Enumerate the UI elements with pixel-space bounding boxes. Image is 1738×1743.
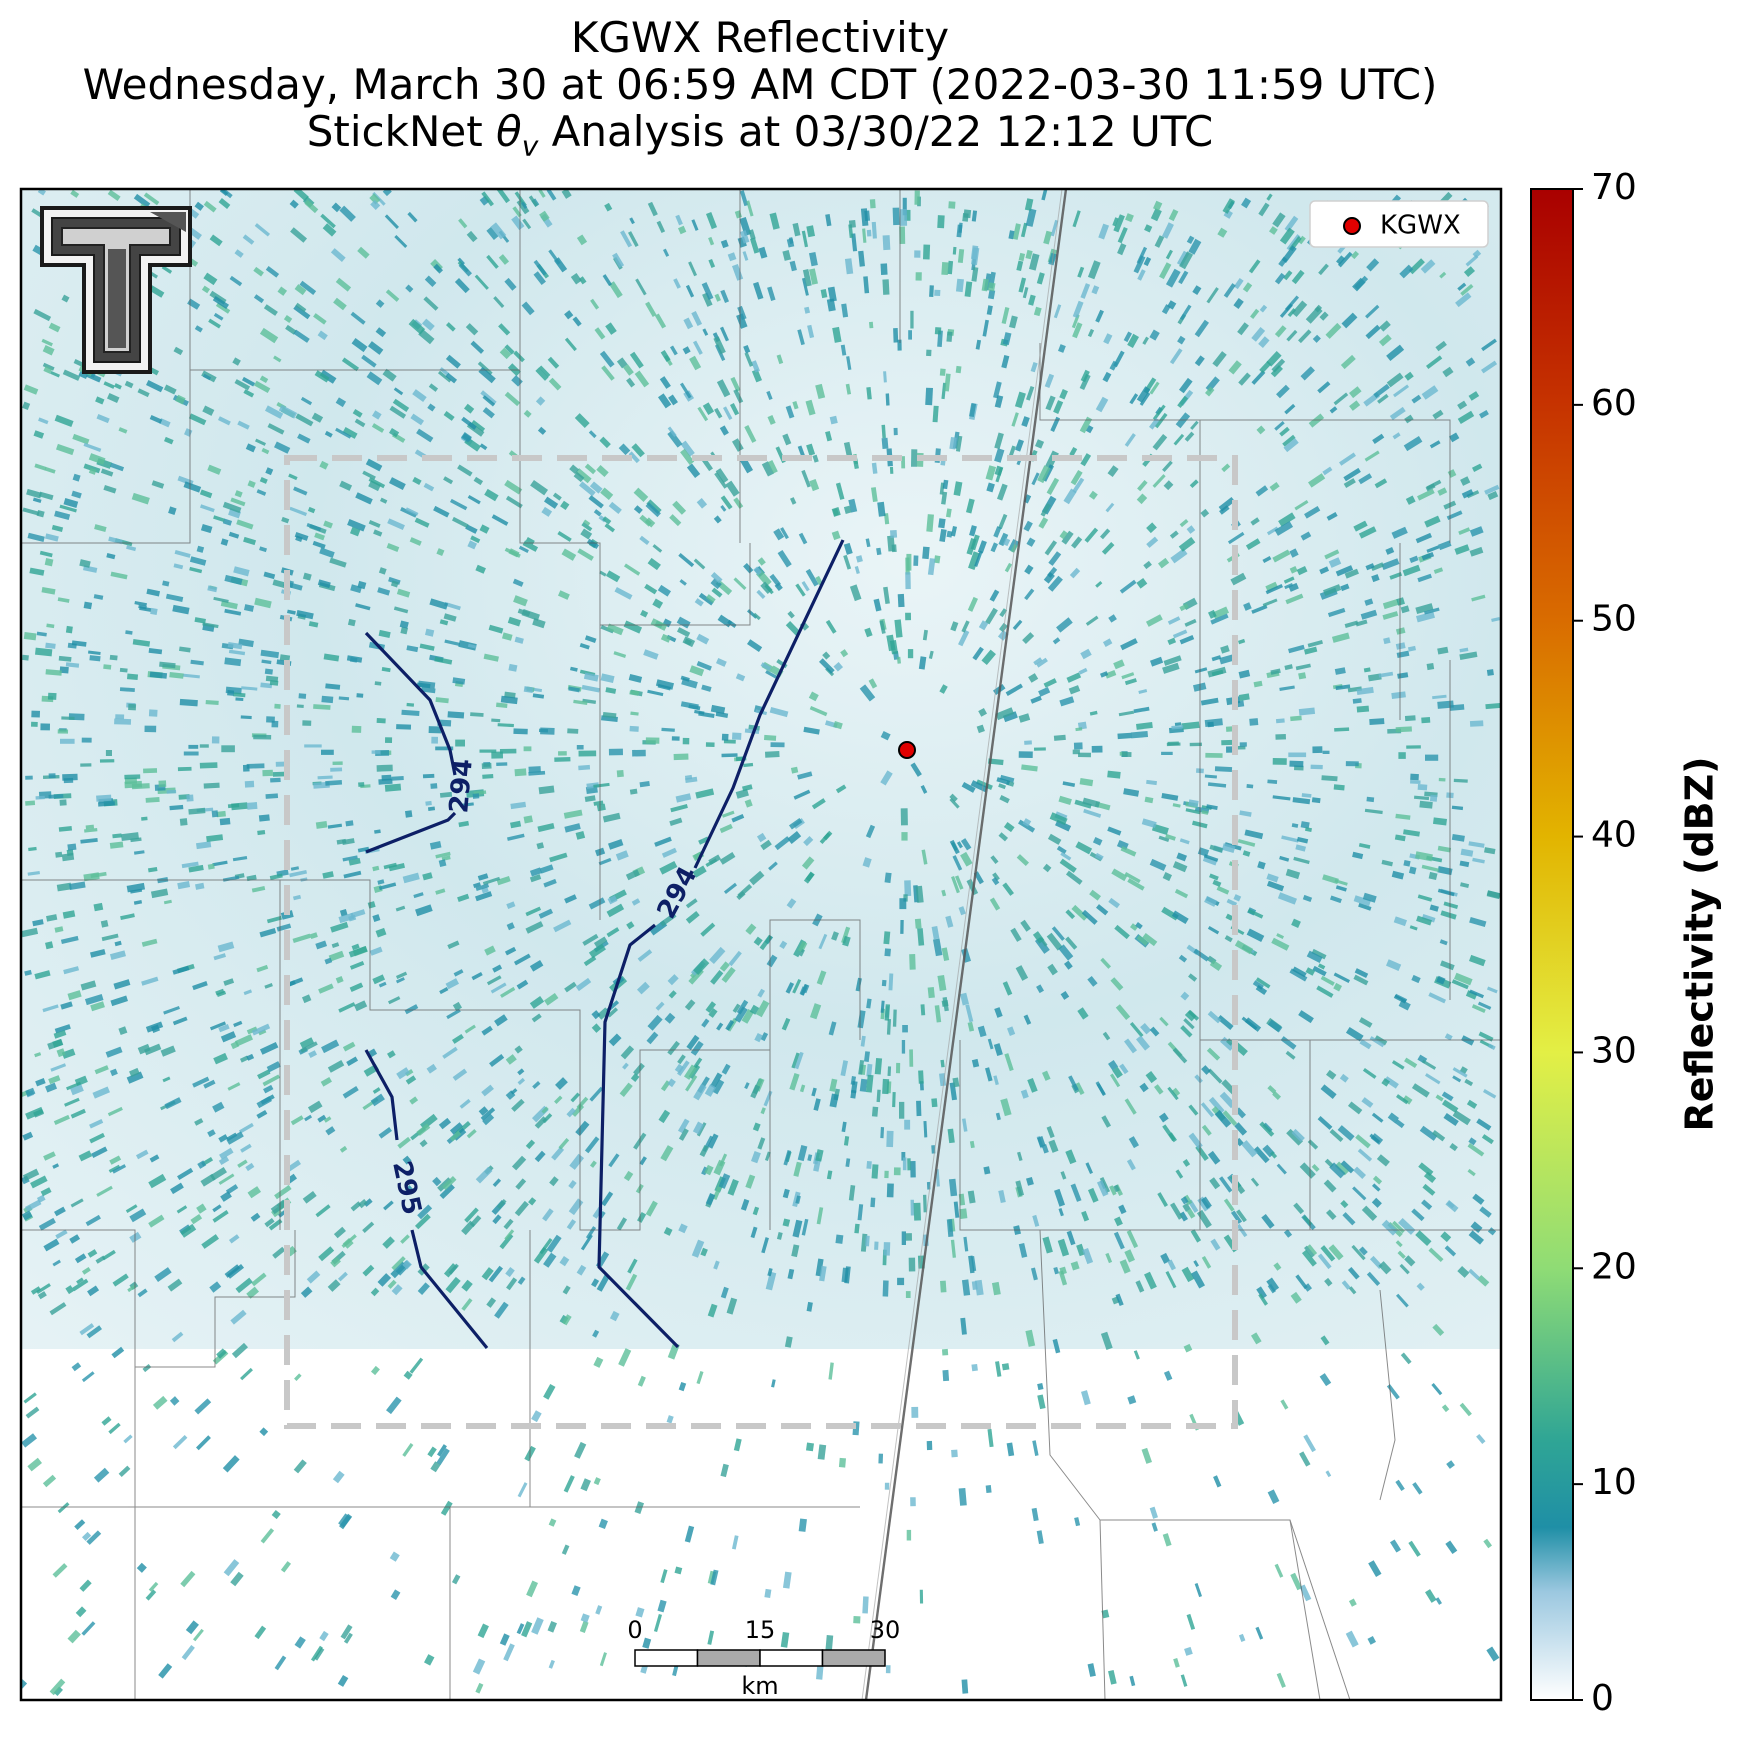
scale-unit: km <box>741 1672 778 1700</box>
county-boundaries <box>21 190 1501 1700</box>
analysis-domain-box <box>284 455 1238 1429</box>
scale-label-30: 30 <box>870 1616 901 1644</box>
scale-label-0: 0 <box>627 1616 642 1644</box>
map-frame <box>19 187 1503 1702</box>
map-panel: 294 294 295 KGWX 0 15 30 km <box>21 189 1501 1700</box>
title-line-3-prefix: StickNet <box>306 107 497 156</box>
scale-label-15: 15 <box>745 1616 776 1644</box>
contour-label: 294 <box>444 758 479 815</box>
highway-line <box>864 189 1068 1700</box>
figure-title: KGWX Reflectivity Wednesday, March 30 at… <box>0 14 1520 169</box>
scale-bar: 0 15 30 km <box>627 1616 900 1700</box>
colorbar-tick-label: 60 <box>1591 383 1637 424</box>
contour-294-main-upper <box>693 539 845 869</box>
contour-294-main-lower <box>597 923 680 1349</box>
legend-label: KGWX <box>1380 211 1461 241</box>
contour-294-west-upper <box>364 631 457 776</box>
colorbar-tick-label: 40 <box>1591 815 1637 856</box>
contour-295-lower <box>410 1229 489 1350</box>
legend-marker <box>1343 217 1361 235</box>
title-line-3: StickNet θv Analysis at 03/30/22 12:12 U… <box>0 108 1520 169</box>
colorbar-label: Reflectivity (dBZ) <box>1678 756 1722 1131</box>
colorbar-tick-label: 30 <box>1591 1030 1637 1071</box>
contour-295-upper <box>364 1049 399 1141</box>
theta-symbol: θ <box>496 107 522 156</box>
theta-subscript: v <box>521 129 539 163</box>
colorbar-tick-label: 70 <box>1591 167 1637 208</box>
colorbar-tick-label: 20 <box>1591 1246 1637 1287</box>
colorbar-tick-label: 0 <box>1591 1678 1614 1719</box>
title-line-1: KGWX Reflectivity <box>570 13 950 62</box>
texas-tech-logo <box>40 206 192 374</box>
colorbar-tick-label: 50 <box>1591 599 1637 640</box>
title-line-2: Wednesday, March 30 at 06:59 AM CDT (202… <box>82 60 1438 109</box>
contour-294-west-lower <box>365 811 457 854</box>
colorbar: 0 10 20 30 40 50 60 70 Reflectivity (dBZ) <box>1530 167 1722 1719</box>
title-line-3-suffix: Analysis at 03/30/22 12:12 UTC <box>538 107 1214 156</box>
colorbar-ticks: 0 10 20 30 40 50 60 70 <box>1573 167 1637 1719</box>
colorbar-bar <box>1530 188 1574 1701</box>
theta-v-contours <box>364 539 845 1350</box>
map-legend: KGWX <box>1309 200 1489 248</box>
kgwx-radar-marker[interactable] <box>898 741 916 759</box>
colorbar-tick-label: 10 <box>1591 1462 1637 1503</box>
